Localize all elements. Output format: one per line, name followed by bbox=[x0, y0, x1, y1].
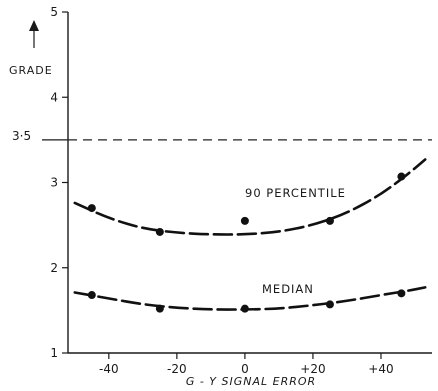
data-point-series-1 bbox=[155, 304, 164, 313]
y-tick-label: 2 bbox=[50, 261, 58, 275]
x-tick-label: +20 bbox=[300, 362, 325, 376]
x-tick-label: -40 bbox=[99, 362, 119, 376]
series-points bbox=[87, 172, 406, 313]
data-point-series-0 bbox=[240, 216, 249, 225]
y-tick-label: 5 bbox=[50, 5, 58, 19]
data-point-series-1 bbox=[325, 300, 334, 309]
y-axis-arrow-icon bbox=[29, 20, 39, 48]
reference-line-label: 3·5 bbox=[12, 129, 31, 143]
data-point-series-0 bbox=[325, 216, 334, 225]
data-point-series-1 bbox=[240, 304, 249, 313]
data-point-series-0 bbox=[155, 227, 164, 236]
y-tick-label: 3 bbox=[50, 176, 58, 190]
data-point-series-0 bbox=[87, 204, 96, 213]
series-curves bbox=[73, 158, 427, 311]
series-label-median: MEDIAN bbox=[262, 282, 314, 296]
y-ticks: 1 2 3 4 5 bbox=[50, 5, 68, 360]
series-curve-1 bbox=[73, 286, 427, 311]
x-tick-label: +40 bbox=[368, 362, 393, 376]
y-axis-label: GRADE bbox=[9, 64, 53, 77]
y-tick-label: 4 bbox=[50, 90, 58, 104]
series-curve-0 bbox=[73, 158, 427, 236]
series-label-90-percentile: 90 PERCENTILE bbox=[245, 186, 346, 200]
x-ticks: -40 -20 0 +20 +40 bbox=[99, 353, 394, 376]
y-tick-label: 1 bbox=[50, 346, 58, 360]
data-point-series-0 bbox=[397, 172, 406, 181]
data-point-series-1 bbox=[87, 291, 96, 300]
x-tick-label: 0 bbox=[241, 362, 249, 376]
data-point-series-1 bbox=[397, 289, 406, 298]
x-tick-label: -20 bbox=[167, 362, 187, 376]
x-axis-label: G - Y SIGNAL ERROR bbox=[186, 375, 316, 388]
